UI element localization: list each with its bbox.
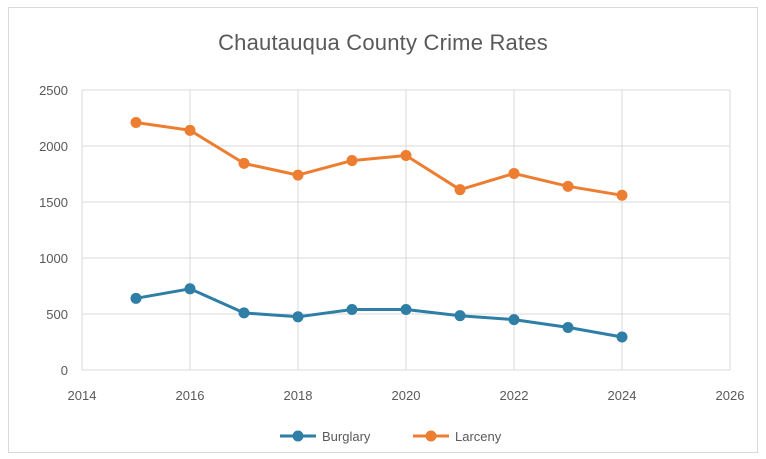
- x-tick-label: 2024: [608, 388, 637, 403]
- data-point: [346, 155, 358, 167]
- series-larceny: [130, 116, 628, 201]
- legend-marker: [425, 430, 437, 442]
- x-tick-label: 2014: [68, 388, 97, 403]
- data-point: [616, 331, 628, 343]
- data-point: [400, 150, 412, 162]
- series-line: [135, 287, 623, 339]
- data-point: [184, 124, 196, 136]
- data-point: [508, 314, 520, 326]
- x-tick-label: 2020: [392, 388, 421, 403]
- legend-marker: [292, 430, 304, 442]
- data-point: [508, 167, 520, 179]
- data-point: [184, 283, 196, 295]
- data-point: [454, 184, 466, 196]
- y-tick-label: 0: [61, 363, 68, 378]
- data-point: [130, 116, 142, 128]
- y-tick-label: 1000: [39, 251, 68, 266]
- legend-label: Burglary: [322, 429, 371, 444]
- chart-frame: [8, 7, 758, 453]
- y-tick-label: 1500: [39, 195, 68, 210]
- y-tick-label: 2000: [39, 139, 68, 154]
- data-point: [562, 321, 574, 333]
- legend-item-burglary: Burglary: [280, 429, 371, 444]
- series-burglary: [130, 283, 628, 343]
- y-tick-label: 500: [46, 307, 68, 322]
- series-lines: [130, 116, 628, 343]
- y-tick-label: 2500: [39, 83, 68, 98]
- data-point: [400, 304, 412, 316]
- legend-label: Larceny: [455, 429, 502, 444]
- data-point: [346, 304, 358, 316]
- tick-labels: 0 500 1000 1500 2000 2500 2014 2016 2018 2020 2022…: [39, 83, 744, 403]
- legend: Burglary Larceny: [280, 429, 502, 444]
- data-point: [562, 180, 574, 192]
- legend-item-larceny: Larceny: [413, 429, 502, 444]
- data-point: [292, 311, 304, 323]
- series-line: [135, 121, 623, 197]
- data-point: [616, 189, 628, 201]
- chart-title: Chautauqua County Crime Rates: [218, 30, 548, 55]
- x-tick-label: 2026: [716, 388, 745, 403]
- data-point: [238, 307, 250, 319]
- x-tick-label: 2016: [176, 388, 205, 403]
- data-point: [454, 310, 466, 322]
- data-point: [130, 292, 142, 304]
- x-tick-label: 2022: [500, 388, 529, 403]
- x-tick-label: 2018: [284, 388, 313, 403]
- gridlines: [81, 89, 731, 371]
- data-point: [292, 169, 304, 181]
- data-point: [238, 157, 250, 169]
